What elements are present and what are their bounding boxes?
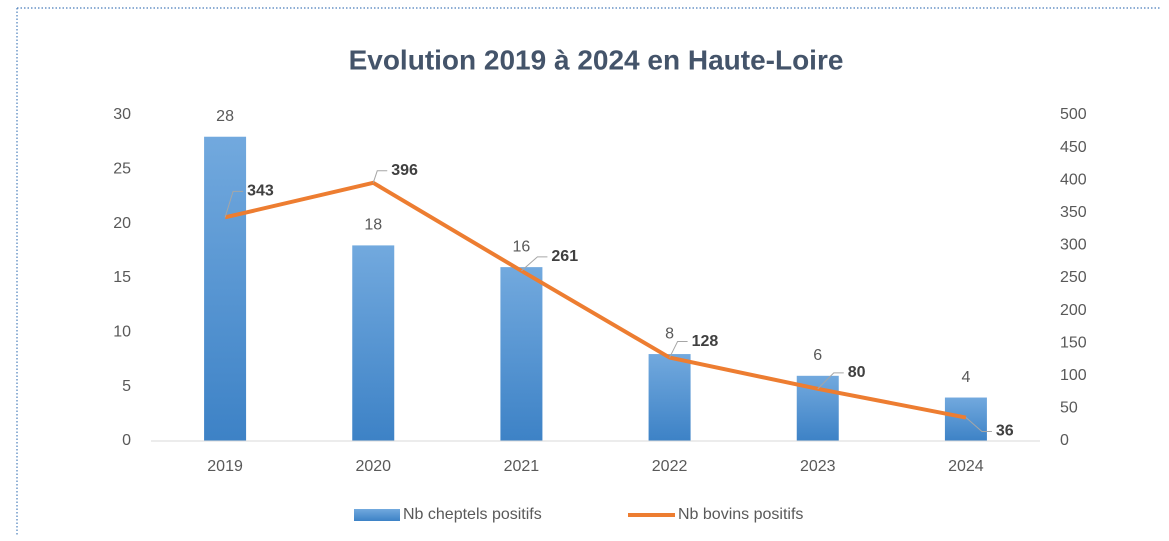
bar-value-label: 8 [665, 325, 674, 342]
y2-tick-label: 0 [1060, 432, 1069, 449]
y2-tick-label: 200 [1060, 302, 1087, 319]
bar [204, 136, 247, 441]
y-tick-label: 0 [122, 432, 131, 449]
leader-line [521, 256, 548, 272]
bar-value-label: 18 [364, 217, 382, 234]
legend-swatch [354, 509, 400, 521]
line-value-label: 396 [391, 162, 418, 179]
line-value-label: 128 [692, 333, 719, 350]
y2-tick-label: 400 [1060, 171, 1087, 188]
bar [944, 397, 987, 441]
x-tick-label: 2020 [355, 458, 391, 475]
y-tick-label: 5 [122, 378, 131, 395]
line-value-label: 261 [551, 248, 578, 265]
y2-tick-label: 450 [1060, 139, 1087, 156]
line-value-label: 343 [247, 183, 274, 200]
leader-line [965, 417, 992, 433]
y2-tick-label: 350 [1060, 204, 1087, 221]
leader-line [224, 190, 244, 218]
leader-line [817, 372, 844, 390]
y-tick-label: 30 [113, 106, 131, 123]
y2-tick-label: 50 [1060, 400, 1078, 417]
leader-line [669, 341, 688, 358]
line-value-label: 80 [848, 364, 866, 381]
leader-line [372, 170, 388, 183]
bar [352, 245, 395, 441]
x-tick-label: 2019 [207, 458, 243, 475]
bar-value-label: 6 [813, 347, 822, 364]
x-tick-label: 2022 [652, 458, 688, 475]
bar-value-label: 28 [216, 108, 234, 125]
y2-tick-label: 250 [1060, 269, 1087, 286]
y2-tick-label: 300 [1060, 237, 1087, 254]
bar [648, 354, 691, 441]
chart-title: Evolution 2019 à 2024 en Haute-Loire [349, 44, 844, 75]
x-tick-label: 2024 [948, 458, 984, 475]
legend-label: Nb bovins positifs [678, 506, 803, 523]
bar [500, 267, 543, 441]
y-tick-label: 10 [113, 324, 131, 341]
y-tick-label: 25 [113, 161, 131, 178]
x-tick-label: 2023 [800, 458, 836, 475]
y2-tick-label: 150 [1060, 334, 1087, 351]
y-tick-label: 15 [113, 269, 131, 286]
legend-label: Nb cheptels positifs [403, 506, 542, 523]
line-value-label: 36 [996, 423, 1014, 440]
x-tick-label: 2021 [504, 458, 540, 475]
line-series [224, 180, 967, 420]
y2-tick-label: 100 [1060, 367, 1087, 384]
y2-tick-label: 500 [1060, 106, 1087, 123]
bar-value-label: 16 [513, 238, 531, 255]
y-tick-label: 20 [113, 215, 131, 232]
bar-value-label: 4 [961, 369, 970, 386]
